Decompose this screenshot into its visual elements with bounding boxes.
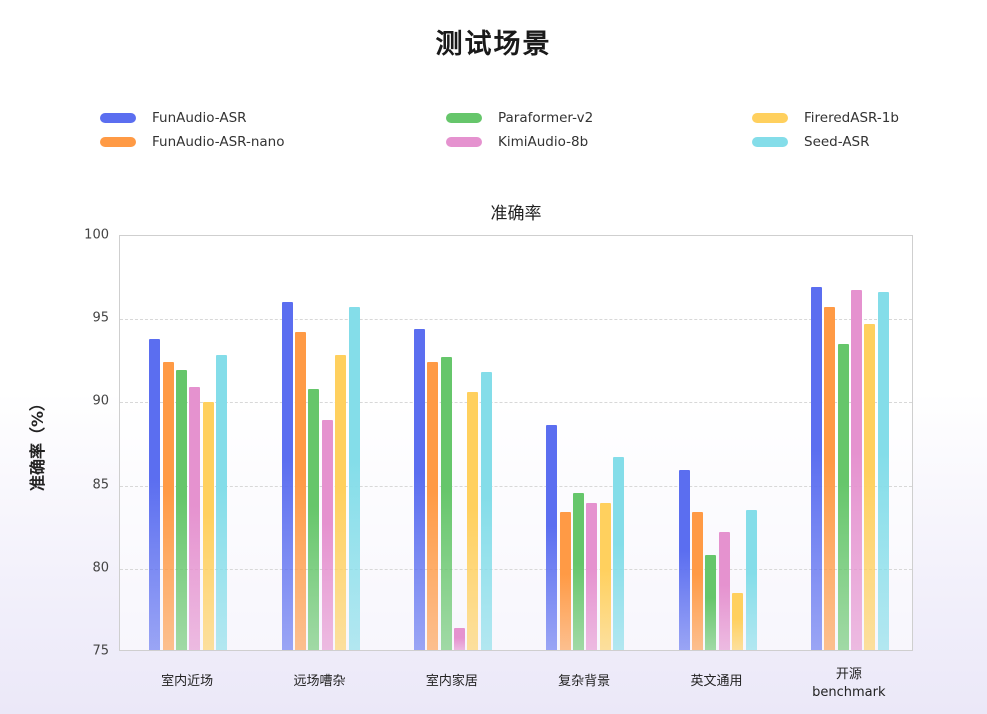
legend-label: FunAudio-ASR-nano: [152, 134, 285, 150]
x-tick-label: 开源 benchmark: [812, 667, 886, 700]
x-tick-label: 复杂背景: [558, 674, 611, 689]
gridline: [120, 485, 912, 487]
x-tick-label: 室内近场: [161, 674, 214, 689]
bar: [613, 456, 625, 650]
legend-swatch: [100, 137, 136, 147]
x-tick-label: 远场嘈杂: [293, 674, 346, 689]
legend-swatch: [100, 113, 136, 123]
legend-label: KimiAudio-8b: [498, 134, 589, 150]
bar: [294, 332, 306, 650]
bar: [454, 628, 466, 650]
bar: [732, 593, 744, 650]
bar: [427, 361, 439, 650]
legend-swatch: [446, 113, 482, 123]
bar: [851, 290, 863, 650]
bar: [281, 302, 293, 650]
legend-item: FunAudio-ASR: [100, 110, 247, 126]
chart-title: 准确率: [490, 204, 542, 224]
y-tick-label: 75: [92, 643, 109, 659]
y-tick-label: 95: [92, 310, 109, 326]
legend-label: FunAudio-ASR: [152, 110, 247, 126]
bar: [877, 292, 889, 650]
bar: [189, 386, 201, 650]
bar: [864, 323, 876, 650]
bar: [162, 361, 174, 650]
bar: [467, 391, 479, 650]
y-tick-label: 80: [92, 560, 109, 576]
bar: [413, 328, 425, 650]
gridline: [120, 402, 912, 404]
gridline: [120, 319, 912, 321]
bar: [216, 355, 228, 650]
legend-label: Paraformer-v2: [498, 110, 594, 126]
legend-item: Seed-ASR: [752, 134, 870, 150]
bar: [691, 511, 703, 650]
y-tick-label: 100: [84, 227, 109, 243]
bar: [572, 493, 584, 650]
bar: [678, 470, 690, 650]
legend-item: FireredASR-1b: [752, 110, 899, 126]
bar: [348, 307, 360, 650]
bar: [175, 370, 187, 650]
bar: [705, 555, 717, 650]
bar: [308, 388, 320, 650]
chart-legend: FunAudio-ASR FunAudio-ASR-nano Paraformer-…: [0, 110, 987, 160]
bar: [810, 287, 822, 650]
bar: [480, 371, 492, 650]
y-tick-label: 85: [92, 477, 109, 493]
legend-item: Paraformer-v2: [446, 110, 593, 126]
bar: [586, 503, 598, 650]
bar: [321, 420, 333, 650]
legend-swatch: [752, 137, 788, 147]
y-axis-label: 准确率（%）: [28, 394, 47, 492]
x-tick-label: 英文通用: [690, 674, 743, 689]
bar: [335, 355, 347, 650]
bar: [599, 503, 611, 650]
plot-area: [119, 235, 913, 651]
legend-swatch: [446, 137, 482, 147]
legend-label: Seed-ASR: [804, 134, 870, 150]
bar: [559, 511, 571, 650]
x-tick-label: 室内家居: [425, 674, 478, 689]
bar: [202, 401, 214, 650]
bar: [718, 531, 730, 650]
bar: [149, 338, 161, 650]
legend-item: FunAudio-ASR-nano: [100, 134, 285, 150]
legend-label: FireredASR-1b: [804, 110, 899, 126]
bar: [745, 510, 757, 650]
legend-item: KimiAudio-8b: [446, 134, 588, 150]
page-title: 测试场景: [435, 29, 552, 60]
bar: [440, 356, 452, 650]
gridline: [120, 568, 912, 570]
legend-swatch: [752, 113, 788, 123]
y-tick-label: 90: [92, 393, 109, 409]
bar: [824, 307, 836, 650]
bar: [837, 343, 849, 650]
bar: [546, 425, 558, 650]
